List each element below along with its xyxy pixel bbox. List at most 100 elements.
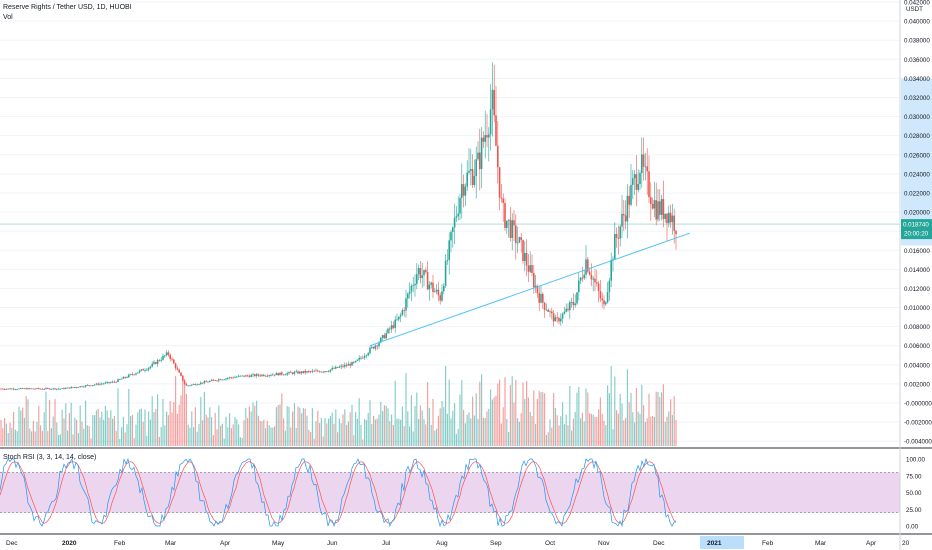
volume-bar — [589, 413, 591, 446]
price-unit-label: USDT — [906, 6, 923, 13]
candle-body — [38, 388, 40, 389]
candle-body — [72, 387, 74, 388]
candle-body — [331, 368, 333, 370]
volume-bar — [81, 421, 83, 446]
candle-body — [615, 233, 618, 238]
candle-body — [203, 381, 206, 384]
candle-body — [390, 325, 393, 330]
candle-body — [135, 373, 137, 375]
candle-body — [385, 333, 387, 339]
candle-body — [207, 381, 209, 383]
volume-bar — [337, 432, 339, 446]
volume-bar — [274, 426, 276, 446]
volume-bar — [607, 385, 609, 446]
candle-body — [421, 275, 423, 279]
candle-body — [383, 335, 386, 339]
volume-bar — [457, 428, 459, 446]
volume-bar — [248, 406, 250, 446]
time-tick-label: Apr — [220, 540, 231, 547]
volume-bar — [578, 386, 580, 446]
candle-body — [630, 184, 632, 205]
candle-body — [367, 353, 369, 356]
volume-bar — [499, 379, 501, 446]
candle-body — [633, 174, 636, 179]
volume-bar — [466, 414, 468, 446]
candle-body — [90, 385, 92, 387]
volume-legend[interactable]: Vol — [3, 14, 13, 21]
candle-body — [549, 311, 551, 313]
volume-bar — [511, 376, 513, 446]
candle-body — [434, 291, 436, 293]
candle-body — [569, 302, 571, 311]
candle-body — [608, 280, 611, 293]
candle-body — [147, 367, 150, 370]
candle-body — [243, 375, 245, 377]
volume-bar — [40, 425, 42, 446]
volume-bar — [2, 428, 4, 446]
volume-bar — [209, 407, 211, 446]
candle-body — [336, 366, 339, 368]
volume-bar — [419, 405, 421, 446]
candle-body — [333, 368, 335, 369]
volume-bar — [621, 403, 623, 446]
volume-bar — [223, 438, 225, 446]
volume-bar — [315, 421, 317, 446]
volume-bar — [0, 419, 2, 446]
volume-bar — [180, 395, 182, 446]
volume-bar — [162, 399, 164, 446]
volume-bar — [189, 427, 191, 446]
volume-bar — [592, 414, 594, 446]
candle-body — [225, 378, 227, 380]
volume-bar — [560, 416, 562, 446]
price-tick-label: 0.008000 — [904, 324, 930, 331]
stoch-rsi-legend[interactable]: Stoch RSI (3, 3, 14, 14, close) — [3, 454, 97, 461]
candle-body — [574, 303, 576, 306]
candle-body — [488, 134, 490, 138]
volume-bar — [432, 398, 434, 446]
candle-body — [432, 282, 434, 293]
candle-body — [99, 383, 101, 385]
volume-bar — [311, 408, 313, 446]
volume-bar — [272, 427, 274, 446]
volume-bar — [340, 423, 342, 446]
candle-body — [264, 375, 267, 377]
candle-body — [437, 289, 440, 296]
candle-body — [673, 215, 675, 231]
volume-bar — [443, 407, 445, 446]
candle-body — [120, 378, 123, 380]
candle-body — [668, 212, 670, 224]
candle-body — [293, 372, 296, 374]
time-tick-label: Nov — [598, 540, 610, 547]
volume-bar — [468, 412, 470, 446]
candle-body — [475, 159, 477, 176]
candle-body — [272, 374, 274, 376]
candle-body — [363, 356, 366, 358]
candle-body — [57, 388, 60, 390]
volume-bar — [382, 410, 384, 446]
candle-body — [300, 371, 303, 374]
volume-bar — [135, 424, 137, 446]
volume-bar — [364, 419, 366, 446]
candle-body — [279, 372, 281, 376]
volume-bar — [18, 406, 20, 446]
candle-body — [536, 285, 539, 294]
symbol-legend[interactable]: Reserve Rights / Tether USD, 1D, HUOBI — [3, 4, 132, 11]
volume-bar — [101, 411, 103, 446]
candle-body — [223, 379, 225, 381]
rsi-tick-label: 0.00 — [906, 524, 919, 531]
candle-body — [493, 89, 495, 116]
volume-bar — [268, 425, 270, 446]
volume-bar — [650, 416, 652, 446]
volume-bar — [266, 420, 268, 446]
volume-bar — [322, 436, 324, 446]
candle-body — [230, 377, 233, 379]
candle-body — [452, 227, 454, 232]
candle-body — [448, 240, 450, 260]
volume-bar — [427, 382, 429, 446]
candle-body — [194, 384, 197, 385]
volume-bar — [320, 417, 322, 446]
candle-body — [626, 195, 629, 222]
candle-body — [597, 283, 600, 292]
candle-body — [180, 372, 182, 376]
